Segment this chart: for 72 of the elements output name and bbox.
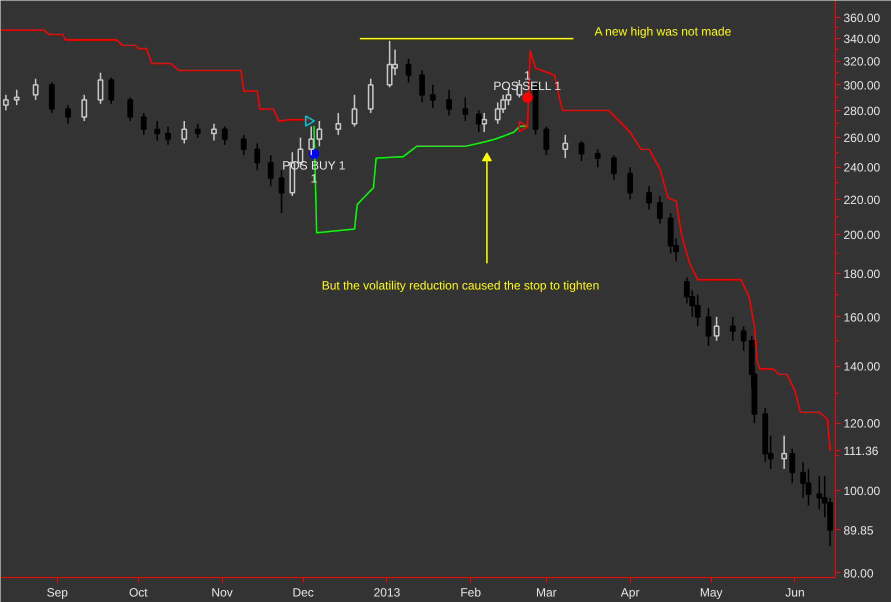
x-tick-label: Mar <box>536 586 557 600</box>
y-tick-label: 140.00 <box>844 360 881 374</box>
y-tick-label: 340.00 <box>844 32 881 46</box>
candlestick <box>194 123 201 138</box>
candlestick <box>594 148 601 168</box>
x-tick-label: Nov <box>211 586 233 600</box>
candlestick <box>108 76 114 105</box>
candlestick <box>335 112 342 136</box>
candlestick <box>278 170 284 214</box>
y-tick-label: 320.00 <box>844 54 881 69</box>
candlestick <box>211 123 217 142</box>
candlestick <box>154 120 160 142</box>
x-tick-label: Sep <box>46 586 68 600</box>
y-tick-label: 160.00 <box>844 310 881 324</box>
candlestick <box>730 316 736 342</box>
candlestick <box>81 94 88 122</box>
candlestick <box>127 96 134 122</box>
y-tick-label: 100.00 <box>844 484 881 498</box>
annotation: But the volatility reduction caused the stop to tighten <box>322 278 600 292</box>
candlestick <box>165 126 171 146</box>
y-tick-label: 180.00 <box>844 266 881 281</box>
y-tick-label: 260.00 <box>844 131 881 146</box>
candlestick <box>627 166 634 200</box>
candlestick <box>65 104 71 124</box>
y-tick-label: 111.36 <box>844 444 879 458</box>
x-tick-label: Feb <box>460 586 482 600</box>
candlestick <box>446 89 452 116</box>
candlestick <box>406 58 412 84</box>
candlestick <box>430 84 436 108</box>
y-tick-label: 300.00 <box>844 78 881 92</box>
y-tick-label: 240.00 <box>844 160 881 175</box>
candlestick <box>646 185 652 210</box>
y-tick-label: 220.00 <box>844 192 881 207</box>
x-tick-label: 2013 <box>374 586 401 600</box>
candlestick <box>98 72 104 105</box>
candlestick <box>611 154 617 181</box>
y-tick-label: 80.00 <box>844 566 874 580</box>
candlestick <box>32 78 39 101</box>
candlestick <box>462 96 468 122</box>
candlestick <box>481 112 488 133</box>
candlestick <box>268 154 274 187</box>
candlestick <box>352 94 358 128</box>
x-tick-label: May <box>700 586 723 600</box>
candlestick <box>316 120 322 148</box>
candlestick <box>140 112 147 136</box>
candlestick <box>714 316 720 342</box>
candlestick <box>562 134 568 159</box>
y-tick-label: 280.00 <box>844 104 881 118</box>
y-tick-label: 120.00 <box>844 416 881 431</box>
candlestick <box>14 89 20 106</box>
candlestick <box>578 140 584 162</box>
x-tick-label: Oct <box>128 586 148 600</box>
x-tick-label: Apr <box>620 586 640 600</box>
x-tick-label: Jun <box>785 586 805 600</box>
candlestick <box>476 110 482 133</box>
candlestick <box>240 134 247 156</box>
x-tick-label: Dec <box>292 586 314 600</box>
y-tick-label: 360.00 <box>844 11 881 26</box>
candlestick <box>543 126 550 156</box>
candlestick <box>781 434 788 470</box>
candlestick <box>740 326 747 352</box>
candlestick <box>308 126 314 156</box>
candlestick <box>419 70 425 104</box>
candlestick <box>222 126 228 146</box>
candlestick <box>254 142 260 172</box>
candlestick <box>181 120 188 144</box>
candlestick <box>706 307 712 346</box>
candlestick <box>789 448 796 484</box>
annotation: A new high was not made <box>594 24 732 38</box>
y-tick-label: 89.85 <box>844 523 874 538</box>
candlestick <box>656 195 663 224</box>
y-tick-label: 200.00 <box>844 228 881 242</box>
